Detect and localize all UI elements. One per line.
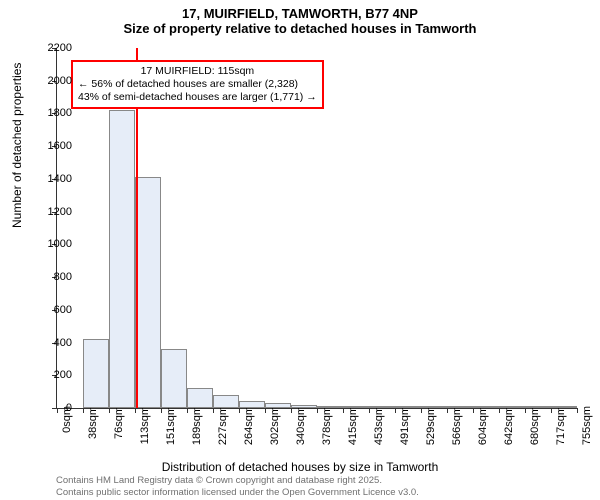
x-tick <box>395 408 396 413</box>
plot-area: 0sqm38sqm76sqm113sqm151sqm189sqm227sqm26… <box>56 48 577 409</box>
x-tick-label: 264sqm <box>243 406 255 445</box>
footer-line-1: Contains HM Land Registry data © Crown c… <box>56 475 419 486</box>
histogram-bar <box>447 406 473 408</box>
x-tick-label: 491sqm <box>399 406 411 445</box>
x-tick <box>291 408 292 413</box>
y-tick-label: 1800 <box>32 107 72 119</box>
histogram-bar <box>239 401 265 408</box>
x-tick <box>161 408 162 413</box>
x-tick-label: 415sqm <box>347 406 359 445</box>
x-tick <box>187 408 188 413</box>
histogram-bar <box>395 406 421 408</box>
x-tick <box>577 408 578 413</box>
histogram-bar <box>369 406 395 408</box>
x-tick <box>525 408 526 413</box>
x-tick-label: 642sqm <box>503 406 515 445</box>
x-tick <box>265 408 266 413</box>
histogram-bar <box>525 406 551 408</box>
x-tick-label: 302sqm <box>269 406 281 445</box>
x-axis-title: Distribution of detached houses by size … <box>0 460 600 474</box>
y-tick-label: 800 <box>32 271 72 283</box>
x-tick <box>317 408 318 413</box>
x-tick <box>213 408 214 413</box>
x-tick <box>421 408 422 413</box>
x-tick-label: 38sqm <box>87 406 99 439</box>
x-tick <box>343 408 344 413</box>
x-tick <box>447 408 448 413</box>
x-tick-label: 680sqm <box>529 406 541 445</box>
y-tick-label: 1000 <box>32 238 72 250</box>
histogram-bar <box>291 405 317 408</box>
y-tick-label: 1600 <box>32 140 72 152</box>
x-tick-label: 717sqm <box>555 406 567 445</box>
histogram-bar <box>83 339 109 408</box>
y-tick-label: 200 <box>32 369 72 381</box>
chart-title-sub: Size of property relative to detached ho… <box>0 21 600 40</box>
info-box-title: 17 MUIRFIELD: 115sqm <box>78 65 317 78</box>
x-tick-label: 566sqm <box>451 406 463 445</box>
x-tick-label: 189sqm <box>191 406 203 445</box>
info-box-larger: 43% of semi-detached houses are larger (… <box>78 91 317 104</box>
chart-title-main: 17, MUIRFIELD, TAMWORTH, B77 4NP <box>0 0 600 21</box>
x-tick-label: 755sqm <box>581 406 593 445</box>
x-tick <box>473 408 474 413</box>
histogram-bar <box>317 406 343 408</box>
x-tick <box>83 408 84 413</box>
histogram-bar <box>421 406 447 408</box>
chart-footer: Contains HM Land Registry data © Crown c… <box>56 475 419 498</box>
histogram-bar <box>551 406 577 408</box>
x-tick <box>369 408 370 413</box>
property-info-box: 17 MUIRFIELD: 115sqm← 56% of detached ho… <box>71 60 324 109</box>
x-tick-label: 340sqm <box>295 406 307 445</box>
y-axis-title: Number of detached properties <box>10 63 24 228</box>
x-tick-label: 113sqm <box>139 406 151 444</box>
x-tick-label: 529sqm <box>425 406 437 445</box>
x-tick-label: 604sqm <box>477 406 489 445</box>
histogram-bar <box>265 403 291 408</box>
histogram-bar <box>473 406 499 408</box>
y-tick-label: 0 <box>32 402 72 414</box>
histogram-bar <box>343 406 369 408</box>
y-tick-label: 400 <box>32 337 72 349</box>
x-tick-label: 151sqm <box>165 406 177 445</box>
x-tick-label: 378sqm <box>321 406 333 445</box>
x-tick <box>239 408 240 413</box>
x-tick-label: 227sqm <box>217 406 229 445</box>
info-box-smaller: ← 56% of detached houses are smaller (2,… <box>78 78 317 91</box>
chart-container: 17, MUIRFIELD, TAMWORTH, B77 4NP Size of… <box>0 0 600 500</box>
y-tick-label: 1200 <box>32 206 72 218</box>
histogram-bar <box>109 110 135 408</box>
x-tick-label: 76sqm <box>113 406 125 439</box>
histogram-bar <box>187 388 213 408</box>
x-tick <box>499 408 500 413</box>
histogram-bar <box>213 395 239 408</box>
histogram-bar <box>161 349 187 408</box>
histogram-bar <box>499 406 525 408</box>
footer-line-2: Contains public sector information licen… <box>56 487 419 498</box>
y-tick-label: 2000 <box>32 75 72 87</box>
y-tick-label: 600 <box>32 304 72 316</box>
y-tick-label: 2200 <box>32 42 72 54</box>
y-tick-label: 1400 <box>32 173 72 185</box>
x-tick <box>135 408 136 413</box>
x-tick <box>109 408 110 413</box>
x-tick-label: 453sqm <box>373 406 385 445</box>
histogram-bar <box>135 177 161 408</box>
x-tick <box>551 408 552 413</box>
